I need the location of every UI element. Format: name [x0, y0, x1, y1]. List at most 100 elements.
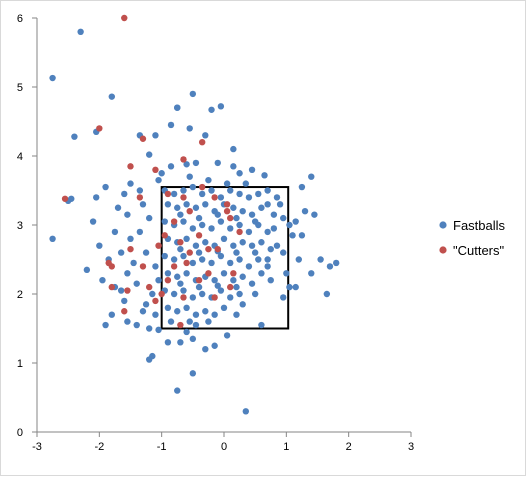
data-point — [180, 252, 187, 260]
data-point — [189, 183, 197, 191]
data-point — [167, 318, 175, 325]
data-point — [133, 280, 140, 287]
data-point — [217, 252, 225, 260]
data-point — [142, 249, 150, 256]
data-point — [164, 339, 172, 346]
data-point — [139, 135, 147, 142]
series-fastballs — [49, 28, 340, 415]
data-point — [245, 194, 253, 201]
data-point — [124, 287, 131, 294]
data-point — [208, 106, 215, 113]
data-point — [239, 208, 246, 215]
y-tick-label: 2 — [17, 289, 23, 301]
data-point — [127, 180, 134, 187]
data-point — [251, 290, 259, 298]
data-point — [323, 290, 331, 298]
data-point — [183, 259, 190, 267]
data-point — [198, 183, 206, 191]
data-point — [280, 249, 287, 256]
data-point — [230, 163, 237, 170]
legend-label: Fastballs — [453, 218, 506, 233]
data-point — [195, 214, 203, 222]
data-point — [233, 311, 240, 318]
data-point — [124, 318, 131, 325]
data-point — [301, 208, 309, 215]
data-point — [180, 156, 187, 163]
data-point — [217, 287, 225, 294]
data-point — [317, 256, 324, 263]
data-point — [186, 208, 193, 215]
data-point — [295, 256, 302, 263]
data-point — [158, 290, 165, 298]
data-point — [146, 283, 153, 291]
data-point — [198, 221, 206, 229]
data-point — [208, 225, 215, 232]
x-tick-label: 0 — [221, 441, 227, 453]
data-point — [248, 211, 256, 218]
data-point — [71, 133, 78, 140]
data-point — [211, 277, 218, 284]
data-point — [189, 370, 197, 377]
data-point — [270, 225, 278, 232]
data-point — [236, 190, 243, 198]
data-point — [146, 356, 153, 363]
y-tick-label: 1 — [17, 358, 23, 370]
data-point — [102, 183, 109, 191]
data-point — [177, 245, 184, 253]
data-point — [177, 211, 184, 218]
data-point — [161, 218, 168, 225]
data-point — [189, 294, 197, 301]
data-point — [152, 297, 159, 305]
data-point — [264, 187, 271, 194]
data-point — [89, 218, 97, 225]
data-point — [230, 145, 237, 153]
data-point — [146, 214, 153, 222]
data-point — [308, 173, 315, 180]
data-point — [192, 242, 200, 249]
data-point — [183, 270, 190, 277]
data-point — [236, 170, 243, 177]
data-point — [292, 218, 299, 225]
data-point — [127, 235, 134, 242]
data-point — [308, 270, 315, 277]
data-point — [251, 249, 259, 256]
data-point — [205, 245, 212, 253]
data-point — [255, 190, 262, 198]
data-point — [198, 256, 206, 263]
data-point — [186, 249, 193, 256]
data-point — [227, 259, 234, 267]
data-point — [195, 232, 203, 239]
y-tick-label: 3 — [17, 220, 23, 232]
data-point — [202, 132, 209, 139]
data-point — [108, 311, 116, 318]
data-point — [108, 283, 116, 291]
data-point — [146, 151, 153, 158]
x-tick-label: -1 — [157, 441, 167, 453]
data-point — [236, 256, 243, 263]
data-point — [155, 326, 162, 334]
data-point — [152, 166, 159, 173]
data-point — [174, 104, 181, 111]
data-point — [211, 311, 218, 318]
data-point — [177, 339, 184, 346]
data-point — [289, 232, 296, 239]
data-point — [177, 239, 184, 246]
data-point — [333, 259, 340, 267]
data-point — [208, 187, 215, 194]
data-point — [164, 277, 172, 284]
data-point — [152, 311, 159, 318]
data-point — [117, 287, 125, 294]
data-point — [258, 239, 265, 246]
data-point — [152, 132, 159, 139]
data-point — [192, 204, 200, 211]
data-point — [149, 290, 156, 298]
data-point — [273, 242, 281, 249]
data-point — [183, 201, 190, 208]
data-point — [264, 201, 271, 208]
data-point — [174, 204, 181, 211]
data-point — [146, 325, 153, 332]
data-point — [195, 277, 203, 284]
data-point — [142, 301, 150, 308]
data-point — [186, 125, 193, 132]
